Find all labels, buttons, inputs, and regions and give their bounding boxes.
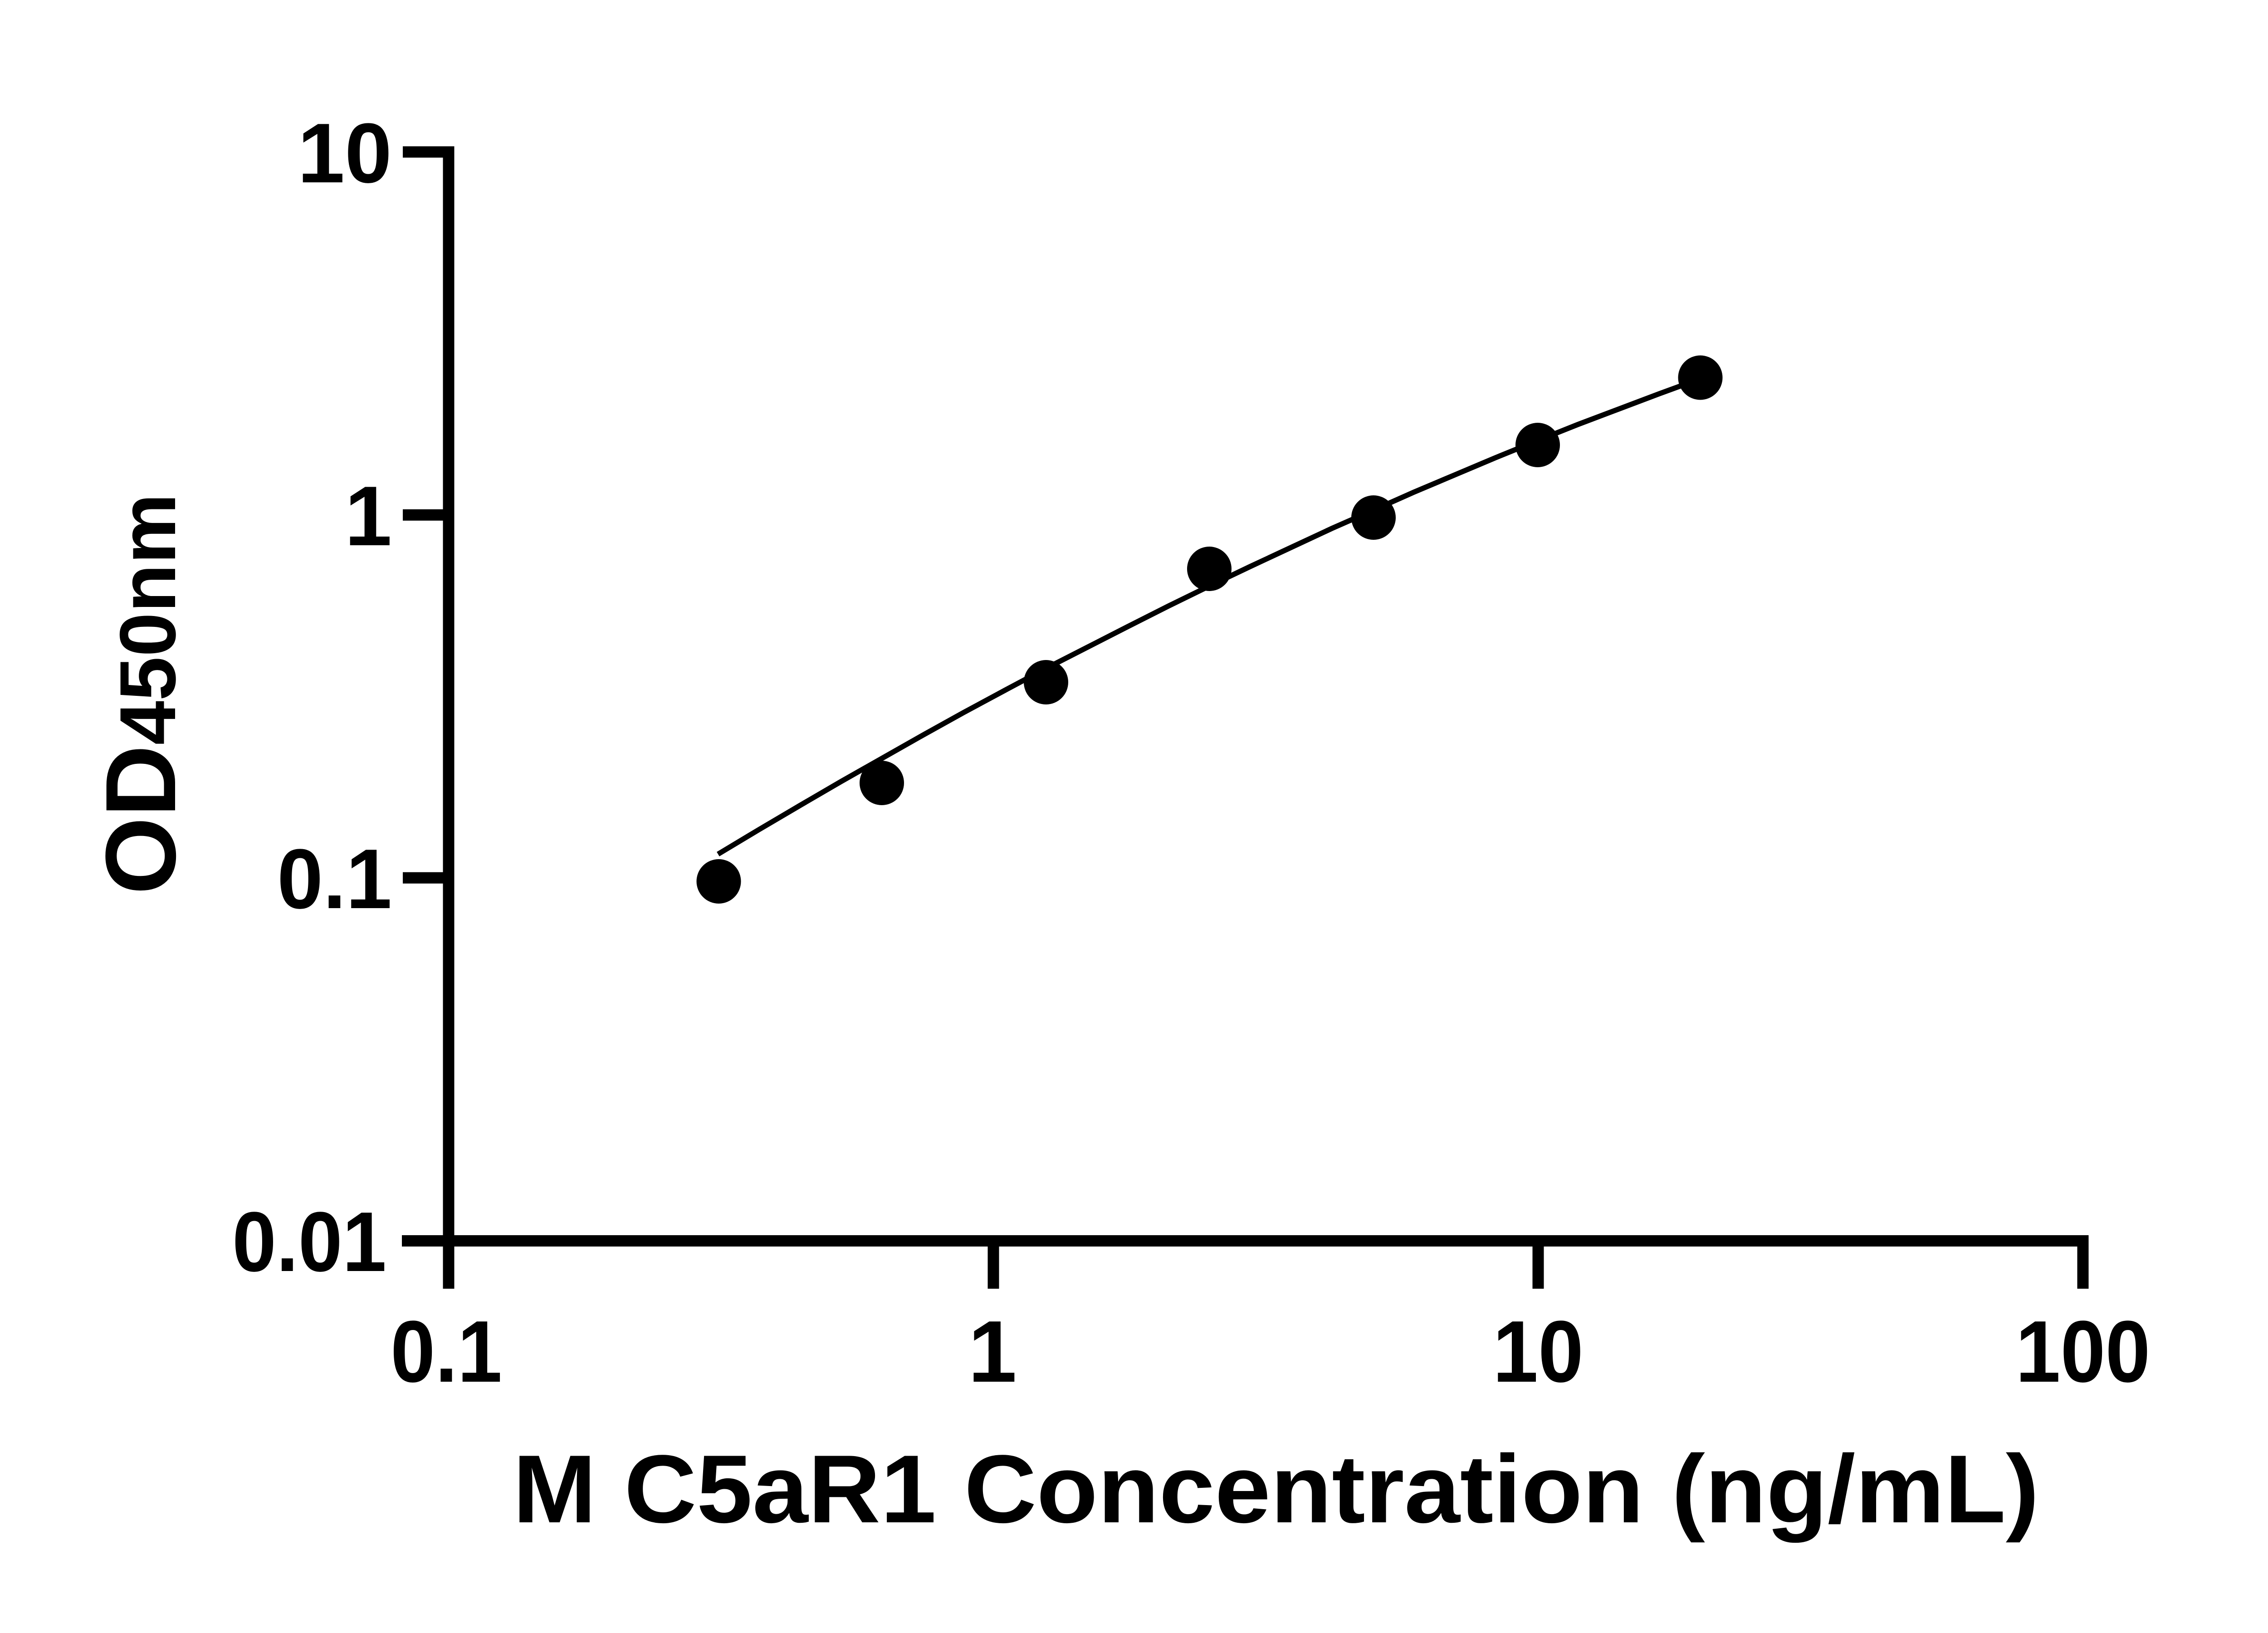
svg-text:10: 10 [1493, 1302, 1584, 1400]
svg-text:10: 10 [298, 106, 392, 200]
svg-text:1: 1 [968, 1302, 1017, 1400]
svg-text:OD450nm: OD450nm [85, 494, 196, 895]
svg-text:1: 1 [345, 469, 392, 563]
svg-text:0.1: 0.1 [277, 831, 392, 926]
svg-text:100: 100 [2016, 1302, 2151, 1400]
svg-text:0.01: 0.01 [232, 1194, 386, 1289]
svg-text:M C5aR1 Concentration (ng/mL): M C5aR1 Concentration (ng/mL) [513, 1435, 2039, 1543]
svg-text:0.1: 0.1 [391, 1302, 502, 1400]
